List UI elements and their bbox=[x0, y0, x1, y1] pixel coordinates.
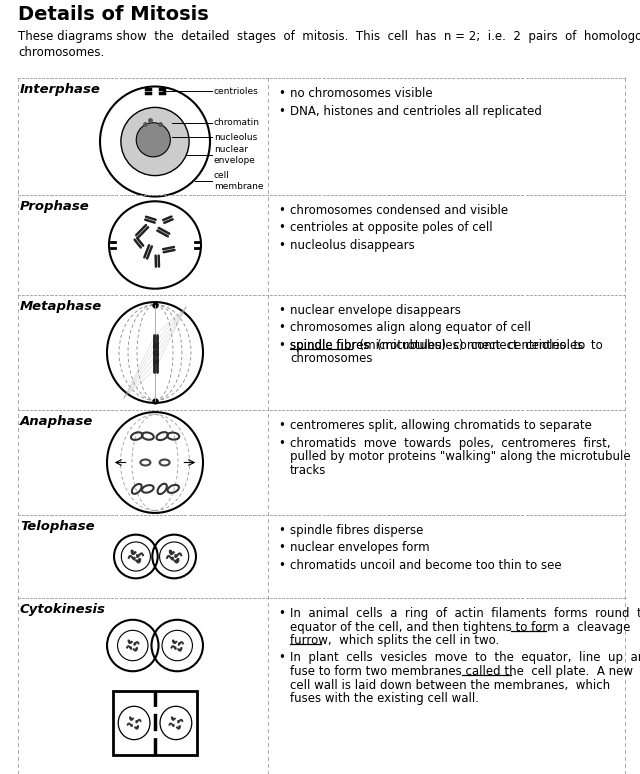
Text: Metaphase: Metaphase bbox=[20, 300, 102, 313]
Text: chromosomes: chromosomes bbox=[290, 352, 372, 365]
Text: •: • bbox=[278, 339, 285, 352]
Text: nuclear envelopes form: nuclear envelopes form bbox=[290, 542, 429, 554]
Text: These diagrams show  the  detailed  stages  of  mitosis.  This  cell  has  n = 2: These diagrams show the detailed stages … bbox=[18, 30, 640, 43]
Text: •: • bbox=[278, 607, 285, 620]
Text: no chromosomes visible: no chromosomes visible bbox=[290, 87, 433, 100]
Text: chromatin: chromatin bbox=[214, 118, 260, 127]
Text: chromatids uncoil and become too thin to see: chromatids uncoil and become too thin to… bbox=[290, 559, 562, 572]
Text: •: • bbox=[278, 204, 285, 217]
Text: •: • bbox=[278, 437, 285, 450]
Text: chromosomes align along equator of cell: chromosomes align along equator of cell bbox=[290, 321, 531, 334]
Text: In  plant  cells  vesicles  move  to  the  equator,  line  up  and: In plant cells vesicles move to the equa… bbox=[290, 652, 640, 665]
Text: fuses with the existing cell wall.: fuses with the existing cell wall. bbox=[290, 692, 479, 705]
Text: •: • bbox=[278, 542, 285, 554]
Text: cell
membrane: cell membrane bbox=[214, 171, 264, 191]
Text: chromosomes.: chromosomes. bbox=[18, 46, 104, 59]
Text: centrioles at opposite poles of cell: centrioles at opposite poles of cell bbox=[290, 221, 493, 235]
Text: •: • bbox=[278, 524, 285, 537]
Text: centromeres split, allowing chromatids to separate: centromeres split, allowing chromatids t… bbox=[290, 419, 592, 432]
Text: chromatids  move  towards  poles,  centromeres  first,: chromatids move towards poles, centromer… bbox=[290, 437, 611, 450]
Text: Prophase: Prophase bbox=[20, 200, 90, 213]
Bar bbox=[113, 690, 197, 755]
Text: tracks: tracks bbox=[290, 464, 326, 477]
Text: spindle fibres disperse: spindle fibres disperse bbox=[290, 524, 424, 537]
Text: cell wall is laid down between the membranes,  which: cell wall is laid down between the membr… bbox=[290, 679, 610, 691]
Text: furrow,  which splits the cell in two.: furrow, which splits the cell in two. bbox=[290, 634, 499, 647]
Text: In  animal  cells  a  ring  of  actin  filaments  forms  round  the: In animal cells a ring of actin filament… bbox=[290, 607, 640, 620]
Text: •: • bbox=[278, 652, 285, 665]
Text: fuse to form two membranes called the  cell plate.  A new: fuse to form two membranes called the ce… bbox=[290, 665, 633, 678]
Text: pulled by motor proteins "walking" along the microtubule: pulled by motor proteins "walking" along… bbox=[290, 450, 630, 463]
Text: •: • bbox=[278, 104, 285, 118]
Text: spindle fibres  (microtubules)  connect  centrioles  to: spindle fibres (microtubules) connect ce… bbox=[290, 339, 603, 352]
Text: nucleolus disappears: nucleolus disappears bbox=[290, 239, 415, 252]
Text: •: • bbox=[278, 239, 285, 252]
Text: DNA, histones and centrioles all replicated: DNA, histones and centrioles all replica… bbox=[290, 104, 542, 118]
Text: nuclear envelope disappears: nuclear envelope disappears bbox=[290, 304, 461, 317]
Text: Interphase: Interphase bbox=[20, 83, 101, 96]
Ellipse shape bbox=[136, 123, 170, 157]
Text: Cytokinesis: Cytokinesis bbox=[20, 603, 106, 616]
Text: (microtubules)  connect  centrioles  to: (microtubules) connect centrioles to bbox=[352, 339, 585, 352]
Text: Telophase: Telophase bbox=[20, 520, 95, 533]
Text: •: • bbox=[278, 304, 285, 317]
Text: nucleolus: nucleolus bbox=[214, 133, 257, 142]
Text: Details of Mitosis: Details of Mitosis bbox=[18, 5, 209, 24]
Text: •: • bbox=[278, 559, 285, 572]
Text: spindle fibres: spindle fibres bbox=[290, 339, 369, 352]
Text: •: • bbox=[278, 87, 285, 100]
Text: Anaphase: Anaphase bbox=[20, 415, 93, 428]
Text: •: • bbox=[278, 221, 285, 235]
Text: centrioles: centrioles bbox=[214, 87, 259, 96]
Text: •: • bbox=[278, 419, 285, 432]
Text: equator of the cell, and then tightens to form a  cleavage: equator of the cell, and then tightens t… bbox=[290, 621, 630, 633]
Text: •: • bbox=[278, 321, 285, 334]
Ellipse shape bbox=[121, 108, 189, 176]
Text: nuclear
envelope: nuclear envelope bbox=[214, 146, 256, 165]
Text: chromosomes condensed and visible: chromosomes condensed and visible bbox=[290, 204, 508, 217]
